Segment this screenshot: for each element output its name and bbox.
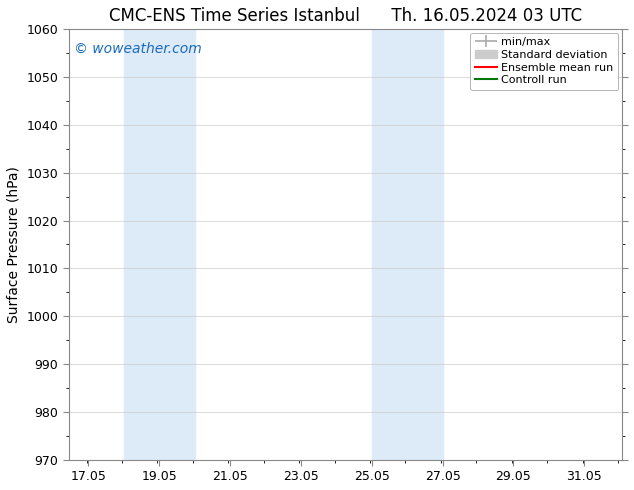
Legend: min/max, Standard deviation, Ensemble mean run, Controll run: min/max, Standard deviation, Ensemble me…	[470, 33, 618, 90]
Bar	[124, 29, 195, 460]
Text: © woweather.com: © woweather.com	[74, 42, 202, 56]
Bar	[372, 29, 443, 460]
Title: CMC-ENS Time Series Istanbul      Th. 16.05.2024 03 UTC: CMC-ENS Time Series Istanbul Th. 16.05.2…	[108, 7, 582, 25]
Y-axis label: Surface Pressure (hPa): Surface Pressure (hPa)	[7, 166, 21, 323]
